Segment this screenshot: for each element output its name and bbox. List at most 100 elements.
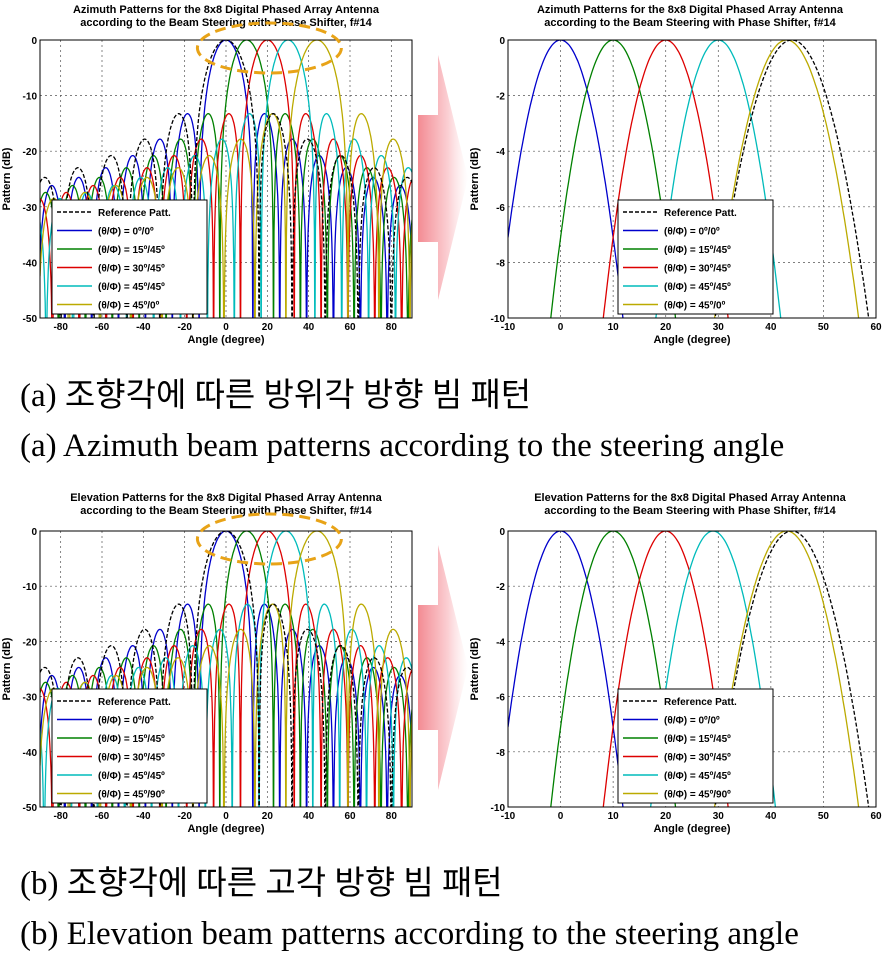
legend-entry: (θ/Φ) = 30º/45º bbox=[664, 753, 731, 764]
x-tick-label: 60 bbox=[344, 322, 356, 333]
x-tick-label: 60 bbox=[344, 811, 356, 822]
y-axis-label: Pattern (dB) bbox=[469, 147, 481, 210]
x-tick-label: 80 bbox=[386, 322, 398, 333]
legend-box bbox=[617, 199, 774, 315]
y-tick-label: -2 bbox=[496, 582, 505, 593]
y-tick-label: -50 bbox=[23, 803, 38, 814]
y-tick-label: -30 bbox=[23, 693, 38, 704]
y-tick-label: -10 bbox=[23, 582, 38, 593]
legend-entry: (θ/Φ) = 45º/45º bbox=[98, 771, 165, 782]
chart-title-line: Azimuth Patterns for the 8x8 Digital Pha… bbox=[537, 4, 844, 16]
x-tick-label: 0 bbox=[558, 811, 564, 822]
axes-frame bbox=[507, 530, 877, 808]
chart-a-left: Azimuth Patterns for the 8x8 Digital Pha… bbox=[1, 4, 413, 346]
y-tick-label: -6 bbox=[496, 203, 505, 214]
legend-entry: (θ/Φ) = 0º/0º bbox=[664, 227, 720, 238]
x-tick-label: -20 bbox=[177, 811, 192, 822]
x-tick-label: 40 bbox=[303, 322, 315, 333]
x-tick-label: 0 bbox=[558, 322, 564, 333]
x-axis-label: Angle (degree) bbox=[187, 334, 264, 346]
caption-a-english: (a) Azimuth beam patterns according to t… bbox=[20, 428, 785, 464]
legend-entry: (θ/Φ) = 45º/0º bbox=[664, 301, 726, 312]
y-tick-label: -10 bbox=[491, 803, 506, 814]
y-tick-label: -8 bbox=[496, 748, 505, 759]
legend-entry: (θ/Φ) = 15º/45º bbox=[664, 734, 731, 745]
x-axis-label: Angle (degree) bbox=[653, 334, 730, 346]
legend-entry: (θ/Φ) = 0º/0º bbox=[664, 716, 720, 727]
legend-entry: (θ/Φ) = 15º/45º bbox=[664, 245, 731, 256]
series-line bbox=[40, 531, 412, 807]
legend-entry: (θ/Φ) = 15º/45º bbox=[98, 734, 165, 745]
y-tick-label: -8 bbox=[496, 258, 505, 269]
legend: Reference Patt. (θ/Φ) = 0º/0º (θ/Φ) = 15º/… bbox=[51, 199, 208, 315]
x-axis-label: Angle (degree) bbox=[187, 823, 264, 835]
legend-box bbox=[51, 688, 208, 804]
series-group bbox=[508, 40, 870, 318]
y-tick-label: -2 bbox=[496, 92, 505, 103]
legend-box bbox=[617, 688, 774, 804]
x-tick-label: 30 bbox=[713, 322, 725, 333]
series-line bbox=[40, 40, 412, 318]
y-tick-label: -30 bbox=[23, 203, 38, 214]
caption-b-english: (b) Elevation beam patterns according to… bbox=[20, 916, 799, 952]
x-tick-label: 10 bbox=[608, 811, 620, 822]
caption-a-korean: (a) 조향각에 따른 방위각 방향 빔 패턴 bbox=[20, 378, 532, 414]
x-tick-label: 0 bbox=[223, 322, 229, 333]
x-tick-label: -80 bbox=[53, 811, 68, 822]
legend-entry: (θ/Φ) = 30º/45º bbox=[98, 753, 165, 764]
legend-entry: Reference Patt. bbox=[98, 697, 171, 708]
x-tick-label: 50 bbox=[818, 811, 830, 822]
series-line bbox=[713, 531, 860, 807]
y-tick-label: -20 bbox=[23, 637, 38, 648]
y-tick-label: 0 bbox=[31, 527, 37, 538]
x-tick-label: -60 bbox=[95, 811, 110, 822]
y-tick-label: 0 bbox=[499, 527, 505, 538]
x-tick-label: 10 bbox=[608, 322, 620, 333]
y-tick-label: -40 bbox=[23, 258, 38, 269]
axes-frame bbox=[39, 39, 413, 319]
transition-arrow-a bbox=[418, 55, 468, 300]
y-tick-label: -40 bbox=[23, 748, 38, 759]
y-axis-label: Pattern (dB) bbox=[1, 147, 13, 210]
x-axis-label: Angle (degree) bbox=[653, 823, 730, 835]
x-tick-label: -60 bbox=[95, 322, 110, 333]
y-tick-label: -6 bbox=[496, 693, 505, 704]
highlight-ellipse bbox=[195, 21, 343, 75]
legend-entry: (θ/Φ) = 45º/90º bbox=[98, 790, 165, 801]
chart-title-line: according to the Beam Steering with Phas… bbox=[544, 505, 836, 517]
legend-entry: Reference Patt. bbox=[664, 208, 737, 219]
x-tick-label: 40 bbox=[765, 322, 777, 333]
chart-b-left: Elevation Patterns for the 8x8 Digital P… bbox=[1, 492, 413, 835]
x-tick-label: 60 bbox=[870, 811, 882, 822]
y-tick-label: 0 bbox=[31, 36, 37, 47]
chart-title-line: according to the Beam Steering with Phas… bbox=[544, 17, 836, 29]
series-line bbox=[649, 531, 777, 807]
x-tick-label: 40 bbox=[765, 811, 777, 822]
x-tick-label: -10 bbox=[501, 811, 516, 822]
x-tick-label: 20 bbox=[660, 322, 672, 333]
y-tick-label: -10 bbox=[23, 92, 38, 103]
legend-box bbox=[51, 199, 208, 315]
series-line bbox=[550, 40, 677, 318]
series-line bbox=[714, 531, 870, 807]
legend-entry: (θ/Φ) = 45º/45º bbox=[664, 282, 731, 293]
x-tick-label: 20 bbox=[660, 811, 672, 822]
x-tick-label: 40 bbox=[303, 811, 315, 822]
x-tick-label: -40 bbox=[136, 811, 151, 822]
axes-frame bbox=[39, 530, 413, 808]
series-line bbox=[714, 40, 870, 318]
y-tick-label: -50 bbox=[23, 314, 38, 325]
chart-title-line: Elevation Patterns for the 8x8 Digital P… bbox=[70, 492, 382, 504]
legend-entry: (θ/Φ) = 30º/45º bbox=[664, 264, 731, 275]
y-tick-label: -4 bbox=[496, 147, 505, 158]
caption-b-korean: (b) 조향각에 따른 고각 방향 빔 패턴 bbox=[20, 866, 503, 902]
chart-title-line: Azimuth Patterns for the 8x8 Digital Pha… bbox=[73, 4, 380, 16]
x-tick-label: 60 bbox=[870, 322, 882, 333]
legend-entry: (θ/Φ) = 45º/90º bbox=[664, 790, 731, 801]
legend-entry: Reference Patt. bbox=[98, 208, 171, 219]
chart-title-line: according to the Beam Steering with Phas… bbox=[80, 17, 372, 29]
y-axis-label: Pattern (dB) bbox=[469, 637, 481, 700]
legend: Reference Patt. (θ/Φ) = 0º/0º (θ/Φ) = 15º/… bbox=[617, 688, 774, 804]
y-axis-label: Pattern (dB) bbox=[1, 637, 13, 700]
y-tick-label: -4 bbox=[496, 637, 505, 648]
